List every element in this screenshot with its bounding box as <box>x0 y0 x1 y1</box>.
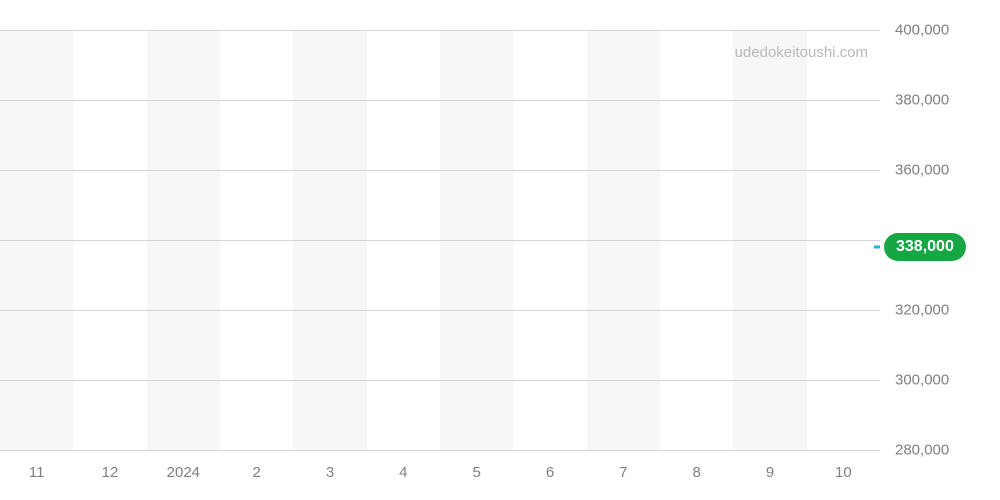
x-tick-label: 9 <box>766 464 774 481</box>
data-point-marker <box>874 246 880 249</box>
y-tick-label: 300,000 <box>895 372 949 389</box>
x-tick-label: 5 <box>472 464 480 481</box>
y-tick-label: 360,000 <box>895 162 949 179</box>
grid-line <box>0 170 880 171</box>
x-tick-label: 2 <box>252 464 260 481</box>
x-tick-label: 3 <box>326 464 334 481</box>
price-chart: 280,000300,000320,000340,000360,000380,0… <box>0 0 1000 500</box>
grid-line <box>0 310 880 311</box>
grid-line <box>0 30 880 31</box>
grid-line <box>0 240 880 241</box>
x-tick-label: 10 <box>835 464 852 481</box>
y-tick-label: 320,000 <box>895 302 949 319</box>
x-axis-line <box>0 450 880 451</box>
grid-line <box>0 380 880 381</box>
x-tick-label: 12 <box>102 464 119 481</box>
y-tick-label: 400,000 <box>895 22 949 39</box>
x-tick-label: 7 <box>619 464 627 481</box>
current-value-badge: 338,000 <box>884 233 966 261</box>
grid-line <box>0 100 880 101</box>
x-tick-label: 4 <box>399 464 407 481</box>
y-tick-label: 280,000 <box>895 442 949 459</box>
x-tick-label: 8 <box>692 464 700 481</box>
y-tick-label: 380,000 <box>895 92 949 109</box>
x-tick-label: 11 <box>29 464 45 481</box>
plot-area <box>0 30 880 450</box>
watermark-text: udedokeitoushi.com <box>735 44 868 61</box>
x-tick-label: 6 <box>546 464 554 481</box>
x-tick-label: 2024 <box>167 464 200 481</box>
